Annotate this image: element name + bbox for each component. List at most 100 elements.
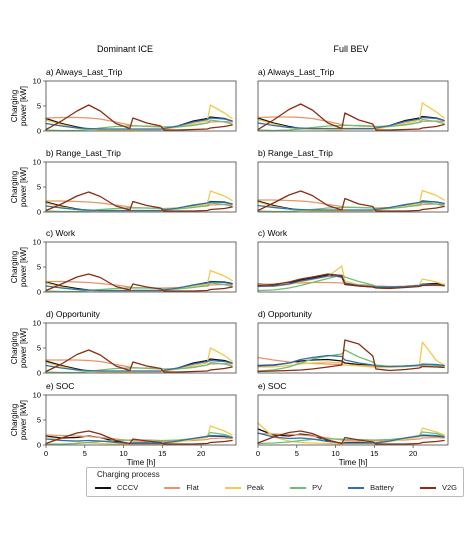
x-axis-label: Time [h] xyxy=(339,458,368,467)
series-line-v2g xyxy=(257,430,445,445)
legend-label: Battery xyxy=(370,483,394,492)
y-tick-label: 0 xyxy=(37,127,41,136)
x-tick-label: 0 xyxy=(256,449,260,458)
series-line-flat xyxy=(257,432,445,442)
y-axis-label-line: Charging xyxy=(10,404,19,436)
series-line-battery xyxy=(257,116,445,130)
panel-title: d) Opportunity xyxy=(46,309,101,319)
series-line-battery xyxy=(257,432,445,444)
series-line-v2g xyxy=(45,104,233,131)
series-line-v2g xyxy=(45,349,233,373)
x-tick-label: 10 xyxy=(331,449,339,458)
panel-c-work-dominant-ice: c) Work 0 5 10 Chargingpower [kW] xyxy=(10,228,237,297)
legend-item-v2g: V2G xyxy=(419,483,457,492)
axes-frame xyxy=(257,80,449,132)
legend-label: PV xyxy=(312,483,323,492)
legend: Charging process CCCV Flat Peak PV Battery V2… xyxy=(86,467,464,497)
x-tick-label: 10 xyxy=(119,449,127,458)
series-line-v2g xyxy=(257,339,445,373)
x-tick-label: 0 xyxy=(44,449,48,458)
column-title-dominant-ice: Dominant ICE xyxy=(97,44,153,54)
y-tick-label: 5 xyxy=(37,263,41,272)
panel-d-opportunity-full-bev: d) Opportunity xyxy=(257,309,449,374)
y-tick-label: 10 xyxy=(33,319,41,328)
legend-swatch xyxy=(95,486,111,489)
y-axis-label: Chargingpower [kW] xyxy=(10,400,28,440)
legend-swatch xyxy=(290,486,307,489)
x-tick-label: 5 xyxy=(83,449,87,458)
legend-items: CCCV Flat Peak PV Battery V2G xyxy=(95,483,457,492)
series-line-v2g xyxy=(45,430,233,445)
series-line-pv xyxy=(45,431,233,445)
column-title-full-bev: Full BEV xyxy=(333,44,368,54)
series-line-pv xyxy=(45,202,233,213)
y-tick-label: 0 xyxy=(37,288,41,297)
series-line-pv xyxy=(257,201,445,213)
series-line-v2g xyxy=(45,273,233,292)
panel-title: b) Range_Last_Trip xyxy=(258,148,333,158)
series-line-battery xyxy=(257,200,445,211)
panel-e-soc-full-bev: e) SOC 0 5 10 15 20 Time [h] xyxy=(256,381,449,467)
y-axis-label-line: power [kW] xyxy=(19,167,28,207)
panel-e-soc-dominant-ice: e) SOC 0 5 10 Chargingpower [kW] 0 5 10 15 20 Time… xyxy=(10,381,237,467)
panel-title: e) SOC xyxy=(46,381,74,391)
series-line-battery xyxy=(45,201,233,212)
y-tick-label: 5 xyxy=(37,344,41,353)
series-line-pv xyxy=(45,361,233,374)
panel-title: c) Work xyxy=(46,228,76,238)
y-axis-label: Chargingpower [kW] xyxy=(10,167,28,207)
y-axis-label-line: power [kW] xyxy=(19,328,28,368)
series-line-battery xyxy=(45,117,233,130)
y-tick-label: 10 xyxy=(33,391,41,400)
series-line-pv xyxy=(257,118,445,132)
legend-swatch xyxy=(224,486,241,489)
legend-swatch xyxy=(164,486,181,489)
series-line-v2g xyxy=(45,191,233,212)
y-tick-label: 0 xyxy=(37,208,41,217)
y-tick-label: 0 xyxy=(37,441,41,450)
legend-item-battery: Battery xyxy=(348,483,394,492)
y-axis-label-line: power [kW] xyxy=(19,247,28,287)
legend-label: V2G xyxy=(441,483,457,492)
y-axis-label-line: power [kW] xyxy=(19,86,28,126)
axes-frame xyxy=(257,394,449,446)
x-axis-label: Time [h] xyxy=(127,458,156,467)
series-line-v2g xyxy=(257,273,445,290)
x-tick-label: 15 xyxy=(370,449,378,458)
series-line-battery xyxy=(45,434,233,445)
x-tick-label: 20 xyxy=(409,449,417,458)
y-tick-label: 5 xyxy=(37,416,41,425)
y-tick-label: 10 xyxy=(33,77,41,86)
legend-label: CCCV xyxy=(117,483,139,492)
series-line-v2g xyxy=(257,103,445,131)
x-tick-label: 20 xyxy=(197,449,205,458)
legend-item-peak: Peak xyxy=(224,483,265,492)
series-line-battery xyxy=(45,359,233,372)
series-line-battery xyxy=(45,281,233,292)
y-tick-label: 5 xyxy=(37,183,41,192)
panel-title: c) Work xyxy=(258,228,288,238)
legend-item-pv: PV xyxy=(290,483,322,492)
legend-label: Peak xyxy=(246,483,265,492)
series-line-pv xyxy=(45,119,233,132)
panel-b-range-last-trip-full-bev: b) Range_Last_Trip xyxy=(257,148,449,213)
panel-title: b) Range_Last_Trip xyxy=(46,148,121,158)
y-axis-label-line: Charging xyxy=(10,251,19,283)
x-tick-label: 5 xyxy=(295,449,299,458)
legend-swatch xyxy=(419,486,436,489)
panel-a-always-last-trip-dominant-ice: a) Always_Last_Trip 0 5 10 Chargingpower [kW… xyxy=(10,67,237,136)
y-tick-label: 5 xyxy=(37,102,41,111)
axes-frame xyxy=(257,322,449,374)
legend-swatch xyxy=(348,486,365,489)
panel-title: a) Always_Last_Trip xyxy=(46,67,122,77)
panel-title: a) Always_Last_Trip xyxy=(258,67,334,77)
y-axis-label: Chargingpower [kW] xyxy=(10,328,28,368)
legend-label: Flat xyxy=(186,483,199,492)
panel-title: e) SOC xyxy=(258,381,286,391)
series-line-v2g xyxy=(257,190,445,212)
panel-a-always-last-trip-full-bev: a) Always_Last_Trip xyxy=(257,67,449,132)
panel-title: d) Opportunity xyxy=(258,309,313,319)
y-tick-label: 10 xyxy=(33,158,41,167)
